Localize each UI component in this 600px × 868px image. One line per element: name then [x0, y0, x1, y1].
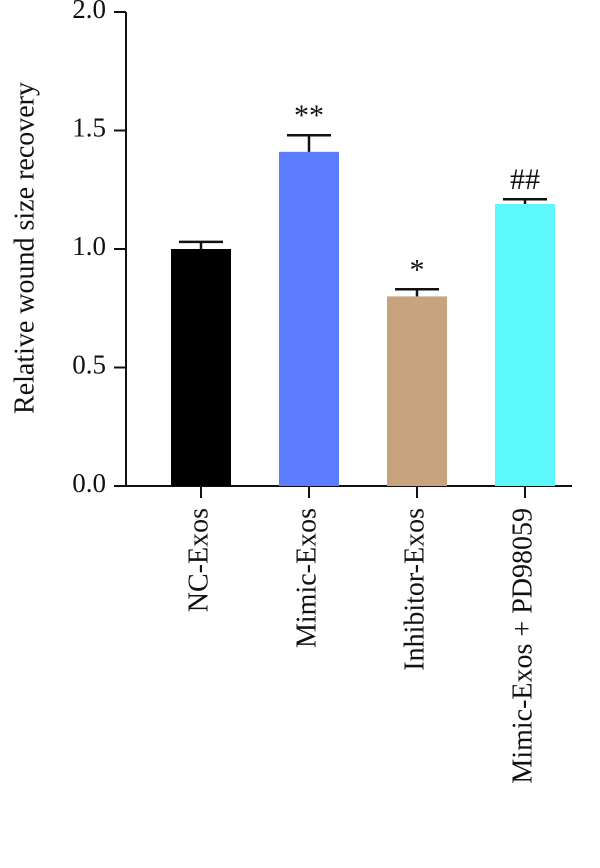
category-label-2: Mimic-Exos	[291, 508, 322, 648]
y-axis: 0.0 0.5 1.0 1.5 2.0	[72, 0, 127, 498]
x-axis	[126, 485, 572, 498]
category-label-4: Mimic-Exos + PD98059	[507, 508, 538, 784]
bar-4	[495, 203, 555, 486]
category-label-1: NC-Exos	[183, 508, 214, 612]
significance-label-4: ##	[510, 163, 540, 196]
significance-label-3: *	[410, 253, 425, 286]
y-tick-label: 0.0	[72, 468, 106, 498]
bars-group	[171, 151, 555, 486]
bar-3	[387, 296, 447, 486]
y-tick-label: 2.0	[72, 0, 106, 24]
y-tick-label: 1.0	[72, 231, 106, 261]
bar-2	[279, 151, 339, 486]
y-axis-title: Relative wound size recovery	[9, 82, 40, 414]
category-label-3: Inhibitor-Exos	[399, 508, 430, 671]
significance-group: ***##	[294, 99, 540, 286]
bar-1	[171, 249, 231, 486]
error-bars-group	[179, 133, 547, 297]
category-labels-group: NC-Exos Mimic-Exos Inhibitor-Exos Mimic-Exo…	[183, 508, 538, 784]
significance-label-2: **	[294, 99, 324, 132]
y-tick-label: 0.5	[72, 350, 106, 380]
y-tick-label: 1.5	[72, 113, 106, 143]
